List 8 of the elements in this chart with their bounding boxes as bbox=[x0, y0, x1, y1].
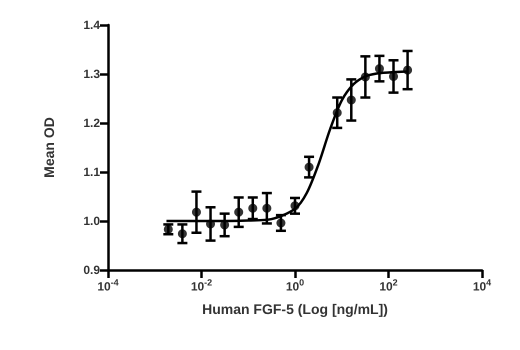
y-tick-label: 1.4 bbox=[83, 18, 100, 32]
y-tick-label: 1.2 bbox=[83, 116, 100, 130]
y-tick-label: 1.1 bbox=[83, 165, 100, 179]
y-tick-label: 0.9 bbox=[83, 263, 100, 277]
y-axis-title: Mean OD bbox=[41, 117, 57, 178]
y-tick-label: 1.3 bbox=[83, 67, 100, 81]
y-tick-label: 1.0 bbox=[83, 214, 100, 228]
x-axis-title: Human FGF-5 (Log [ng/mL]) bbox=[202, 301, 388, 317]
